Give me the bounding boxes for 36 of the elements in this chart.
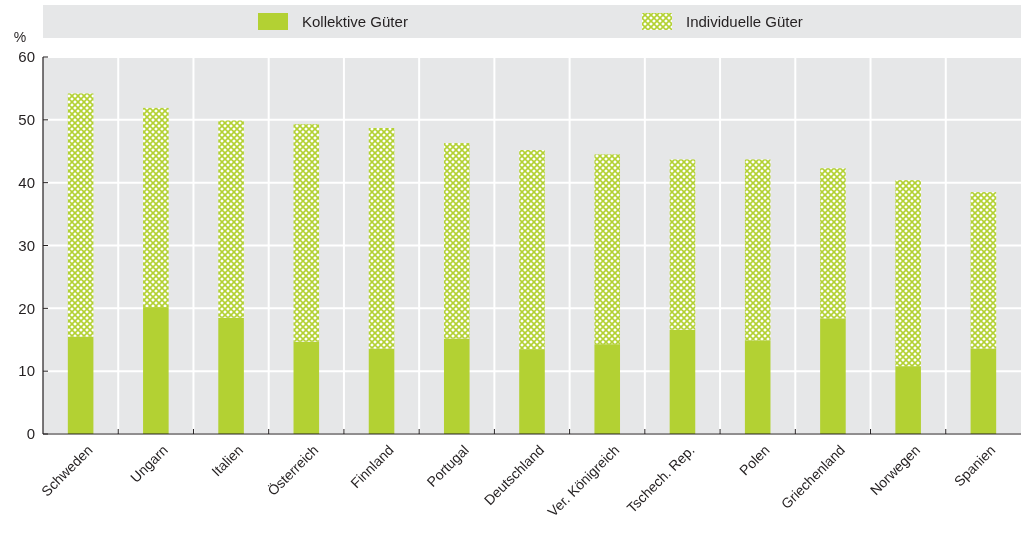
y-tick-label: 30 — [18, 236, 35, 254]
bar — [368, 348, 395, 434]
bar — [820, 168, 846, 319]
bar — [519, 349, 545, 434]
bar — [443, 338, 470, 434]
bar — [67, 336, 94, 434]
y-tick-label: 50 — [18, 111, 35, 129]
bar — [970, 192, 997, 349]
y-tick-label: 0 — [26, 425, 35, 443]
bar — [895, 366, 921, 434]
bar — [67, 93, 94, 337]
bar — [143, 307, 169, 434]
y-tick-label: 20 — [18, 299, 35, 317]
bar — [594, 344, 621, 434]
bar — [669, 159, 696, 330]
bar — [368, 128, 395, 349]
bar — [218, 120, 244, 318]
legend-label: Individuelle Güter — [686, 13, 803, 31]
bar — [820, 318, 846, 434]
bar — [293, 124, 320, 342]
bar — [293, 341, 320, 434]
y-tick-label: 40 — [18, 173, 35, 191]
bar — [519, 149, 545, 350]
bar — [744, 159, 771, 341]
y-tick-label: 60 — [18, 48, 35, 66]
bar — [744, 340, 771, 434]
bar — [218, 317, 244, 434]
legend-label: Kollektive Güter — [302, 13, 408, 31]
bar — [895, 180, 921, 367]
y-axis-title: % — [13, 28, 27, 45]
bar — [669, 329, 696, 434]
bar — [143, 107, 169, 308]
bar — [970, 348, 997, 434]
bar — [443, 143, 470, 339]
bar — [594, 154, 621, 345]
y-tick-label: 10 — [18, 362, 35, 380]
